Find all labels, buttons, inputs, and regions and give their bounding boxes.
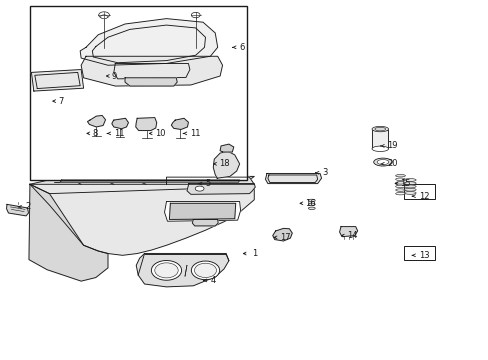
Polygon shape [213,151,239,178]
Text: 13: 13 [418,251,429,260]
Ellipse shape [151,261,181,280]
Text: 20: 20 [386,159,397,168]
Text: 15: 15 [400,179,410,188]
Ellipse shape [195,186,203,191]
Polygon shape [220,144,233,152]
Polygon shape [31,69,83,91]
Text: 19: 19 [386,141,397,150]
Bar [404,246,434,260]
Ellipse shape [404,185,415,188]
Ellipse shape [395,178,405,180]
Text: 4: 4 [210,276,215,285]
Ellipse shape [101,15,107,19]
Ellipse shape [395,175,405,177]
Text: 2: 2 [25,202,30,211]
Polygon shape [87,116,105,127]
Ellipse shape [374,127,385,131]
Polygon shape [265,174,321,184]
Bar [404,184,434,199]
Polygon shape [186,184,255,194]
Ellipse shape [191,261,219,280]
Ellipse shape [371,126,388,132]
Polygon shape [136,118,157,131]
Polygon shape [29,184,108,281]
Polygon shape [30,176,254,194]
Text: 18: 18 [219,159,229,168]
Polygon shape [339,226,357,237]
Polygon shape [112,118,128,129]
Ellipse shape [404,192,415,194]
Text: 9: 9 [112,72,117,81]
Text: 17: 17 [279,233,290,242]
Polygon shape [125,78,177,86]
Polygon shape [169,203,235,220]
Ellipse shape [308,199,315,202]
Text: 11: 11 [189,129,200,138]
Ellipse shape [194,263,216,278]
Text: 14: 14 [346,231,357,240]
Polygon shape [164,202,240,221]
Ellipse shape [371,146,388,152]
Text: 5: 5 [205,179,210,188]
Text: 7: 7 [58,96,63,105]
Text: 12: 12 [418,192,428,201]
Ellipse shape [404,188,415,191]
Text: 10: 10 [155,129,165,138]
Ellipse shape [308,203,315,206]
Polygon shape [171,118,188,130]
Text: 1: 1 [251,249,257,258]
Ellipse shape [191,12,200,18]
Polygon shape [192,220,218,226]
Ellipse shape [395,181,405,184]
Polygon shape [136,253,228,287]
Ellipse shape [376,159,388,165]
Polygon shape [6,204,28,216]
Polygon shape [80,19,217,65]
Text: 8: 8 [92,129,98,138]
Polygon shape [166,177,254,184]
Ellipse shape [373,158,391,166]
Text: 6: 6 [239,43,244,52]
Text: 3: 3 [322,168,327,177]
Polygon shape [81,56,222,86]
Bar [30,6,246,180]
Polygon shape [60,180,239,182]
Ellipse shape [404,182,415,185]
Ellipse shape [308,207,315,210]
Text: 11: 11 [114,129,124,138]
Ellipse shape [99,12,109,18]
Polygon shape [30,184,254,255]
Ellipse shape [395,189,405,191]
Polygon shape [371,130,387,148]
Polygon shape [272,228,292,241]
Ellipse shape [155,263,178,278]
Ellipse shape [395,192,405,195]
Text: 16: 16 [305,199,315,208]
Ellipse shape [404,179,415,181]
Ellipse shape [395,185,405,188]
